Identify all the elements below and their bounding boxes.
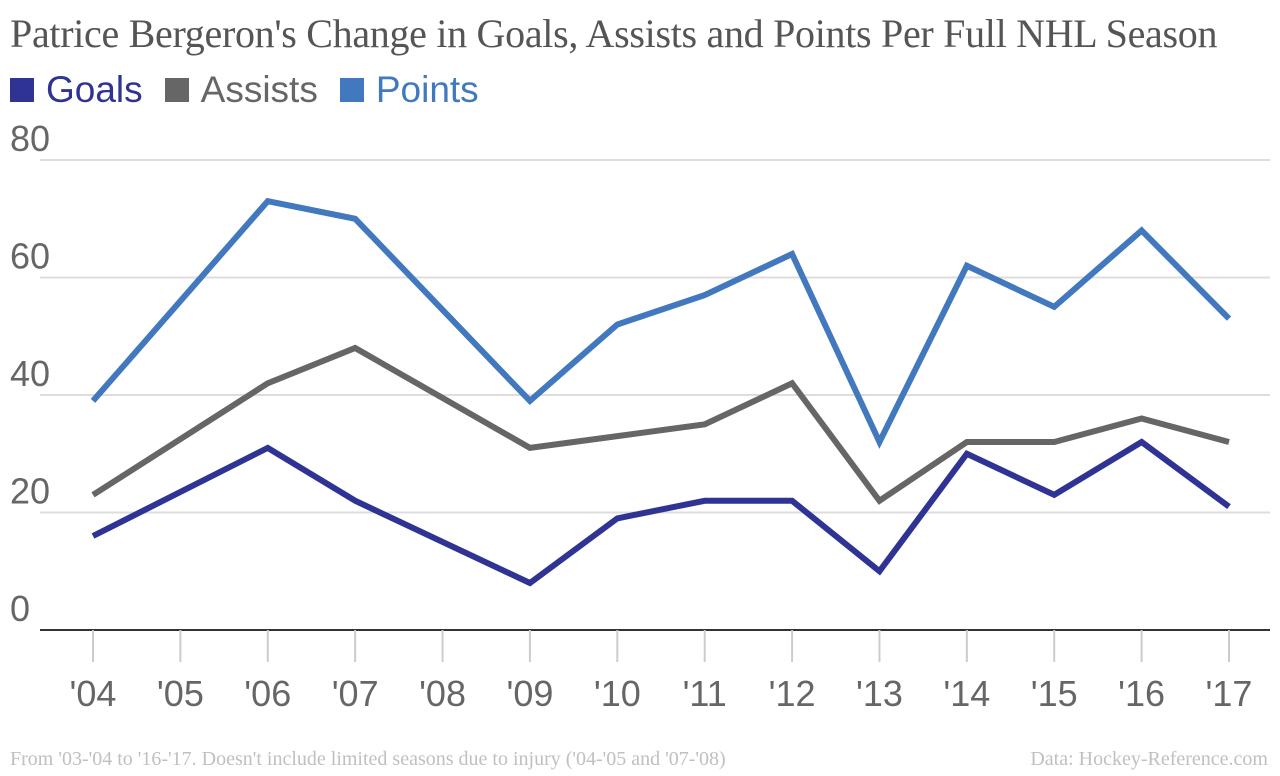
x-tick-label-9: '13 [856, 673, 903, 714]
legend-swatch-goals [10, 78, 34, 102]
footer-source: Data: Hockey-Reference.com [1030, 748, 1268, 770]
x-tick-label-5: '09 [506, 673, 553, 714]
legend-swatch-assists [164, 78, 189, 102]
x-tick-label-12: '16 [1118, 673, 1165, 714]
x-tick-label-10: '14 [943, 673, 990, 714]
series-line-points [90, 197, 1232, 449]
x-tick-label-1: '05 [157, 673, 204, 714]
x-tick-label-11: '15 [1031, 673, 1078, 714]
footer-note: From '03-'04 to '16-'17. Doesn't include… [10, 748, 726, 770]
x-tick-label-4: '08 [419, 673, 466, 714]
x-tick-label-13: '17 [1206, 673, 1253, 714]
y-tick-label-20: 20 [10, 471, 50, 512]
y-tick-label-60: 60 [10, 236, 50, 277]
x-tick-label-8: '12 [769, 673, 816, 714]
x-tick-label-0: '04 [70, 673, 117, 714]
series-line-assists [91, 344, 1230, 505]
y-tick-label-80: 80 [10, 118, 50, 159]
x-tick-label-3: '07 [332, 673, 379, 714]
legend-label-goals: Goals [46, 69, 143, 110]
legend-item-points: Points [339, 69, 479, 111]
legend-label-assists: Assists [200, 69, 318, 110]
legend-item-goals: Goals [10, 69, 143, 111]
series-line-goals [91, 438, 1231, 587]
legend-item-assists: Assists [164, 69, 318, 111]
y-tick-label-40: 40 [10, 353, 50, 394]
legend-swatch-points [339, 78, 364, 102]
legend-label-points: Points [375, 69, 479, 110]
chart-title: Patrice Bergeron's Change in Goals, Assi… [10, 11, 1218, 56]
x-tick-label-2: '06 [244, 673, 291, 714]
x-tick-label-7: '11 [683, 673, 727, 714]
chart-legend: Goals Assists Points [10, 66, 501, 114]
y-tick-label-0: 0 [10, 588, 30, 629]
x-tick-label-6: '10 [594, 673, 641, 714]
